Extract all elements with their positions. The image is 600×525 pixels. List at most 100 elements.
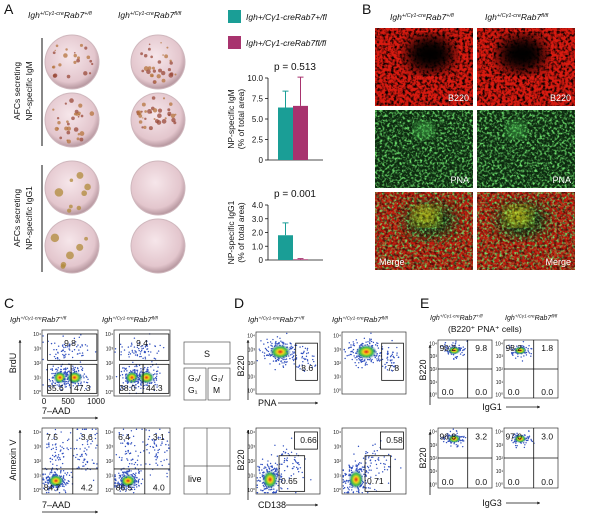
quadrant-value: 98.2 (505, 343, 522, 353)
event-dot (510, 346, 512, 349)
gate (142, 363, 170, 394)
event-dot (454, 344, 456, 347)
event-dot (301, 471, 303, 474)
event-dot (85, 454, 88, 456)
event-dot (115, 454, 118, 456)
event-dot (126, 472, 129, 475)
event-dot (130, 459, 132, 461)
event-dot (48, 442, 50, 444)
event-dot (451, 344, 453, 346)
event-dot (267, 491, 269, 494)
event-dot (140, 368, 142, 370)
axis-label: BrdU (8, 353, 18, 374)
event-dot (358, 489, 360, 491)
event-dot (78, 349, 80, 351)
event-dot (133, 352, 135, 354)
afc-spot (54, 126, 59, 131)
event-dot (149, 474, 152, 476)
afc-spot (73, 51, 76, 54)
event-dot (446, 347, 448, 350)
event-dot (262, 489, 264, 492)
event-dot (137, 455, 139, 457)
event-dot (355, 468, 358, 470)
event-dot (378, 354, 381, 357)
event-dot (283, 469, 286, 472)
event-dot (294, 456, 296, 458)
event-dot (127, 459, 129, 461)
event-dot (72, 342, 74, 344)
log-tick-label: 10¹ (496, 380, 504, 386)
x-tick-label: 1000 (87, 397, 105, 406)
event-dot (374, 453, 376, 455)
genotype-part: Rab7 (460, 315, 478, 322)
event-dot (46, 446, 48, 449)
event-dot (53, 456, 56, 458)
event-dot (139, 355, 141, 358)
event-dot (163, 459, 165, 461)
log-tick-label: 10³ (248, 347, 256, 353)
event-dot (365, 456, 367, 458)
event-dot (364, 364, 366, 366)
event-dot (95, 428, 97, 431)
arrow-head (315, 503, 318, 507)
event-dot (363, 466, 365, 468)
event-dot (155, 455, 157, 457)
bar (278, 107, 293, 160)
event-dot (264, 357, 266, 360)
afc-spot (146, 69, 151, 75)
quadrant-value: 3.1 (153, 432, 165, 442)
afc-spot (161, 78, 166, 83)
log-tick-label: 10¹ (496, 469, 504, 475)
genotype-part: Igh (430, 315, 440, 322)
event-dot (387, 482, 390, 484)
event-dot (114, 482, 116, 484)
genotype-part: Igh (10, 315, 20, 324)
event-dot (80, 454, 83, 456)
event-dot (343, 349, 345, 351)
event-dot (64, 479, 66, 481)
log-tick-label: 10⁴ (33, 430, 41, 436)
event-dot (75, 447, 78, 450)
event-dot (81, 435, 83, 437)
event-dot (135, 387, 137, 389)
afc-spot (141, 126, 144, 129)
event-dot (352, 341, 354, 343)
density-hotspot (348, 469, 364, 489)
event-dot (511, 348, 514, 351)
event-dot (140, 482, 143, 485)
event-dot (305, 355, 308, 358)
afc-spot (147, 66, 152, 70)
log-tick-label: 10⁴ (105, 430, 113, 436)
event-dot (54, 428, 57, 431)
gate (379, 431, 404, 450)
afc-spot (73, 53, 77, 58)
genotype-part: Rab7 (42, 315, 61, 324)
event-dot (256, 477, 258, 479)
event-dot (271, 488, 273, 491)
genotype-part: Rab7 (521, 12, 542, 22)
culture-plate (45, 161, 99, 215)
event-dot (368, 342, 371, 344)
event-dot (142, 441, 144, 443)
event-dot (133, 488, 136, 491)
event-dot (140, 370, 142, 372)
event-dot (295, 344, 298, 346)
event-dot (64, 356, 66, 358)
event-dot (508, 344, 510, 347)
event-dot (64, 491, 67, 494)
event-dot (527, 439, 529, 442)
flow-plot (255, 331, 321, 395)
event-dot (314, 364, 317, 366)
afc-spot (66, 130, 71, 135)
event-dot (120, 469, 122, 471)
event-dot (350, 353, 352, 356)
event-dot (365, 482, 367, 484)
event-dot (145, 429, 147, 431)
flow-plot (113, 329, 171, 397)
event-dot (155, 370, 158, 373)
event-dot (130, 430, 133, 432)
event-dot (160, 460, 162, 463)
event-dot (86, 449, 88, 451)
event-dot (266, 338, 268, 341)
event-dot (136, 464, 139, 466)
